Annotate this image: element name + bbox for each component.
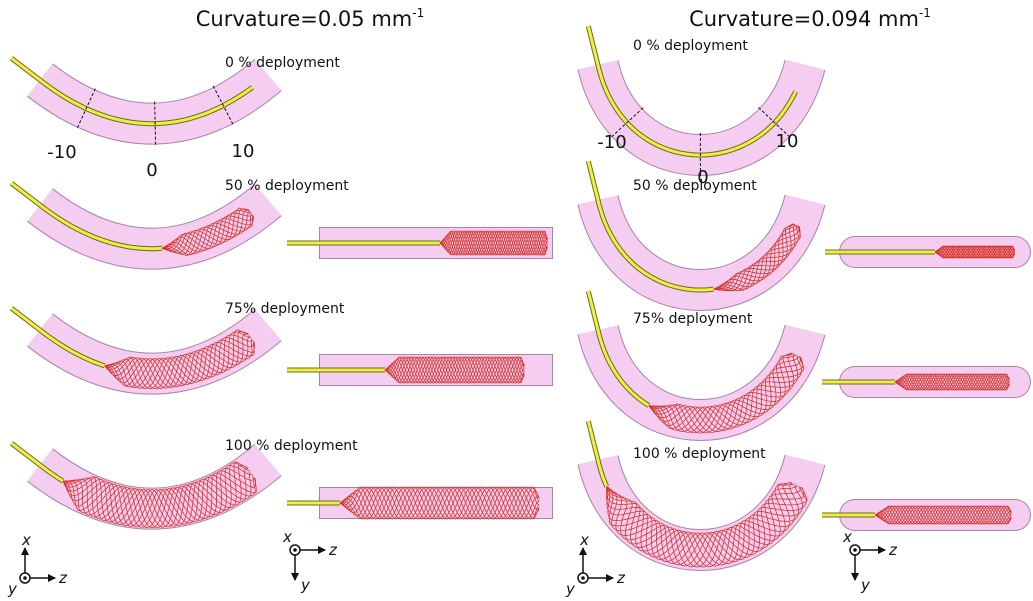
title-superscript: -1	[919, 6, 931, 20]
axis-label: z	[888, 541, 898, 559]
panel-title: Curvature=0.094 mm-1	[689, 6, 931, 31]
axis-label: x	[21, 531, 31, 549]
axis-out-dot	[853, 548, 857, 552]
stage-label: 50 % deployment	[225, 178, 349, 194]
panel-title: Curvature=0.05 mm-1	[196, 6, 424, 31]
axis-label: x	[579, 531, 589, 549]
axis-label: x	[842, 528, 852, 546]
stage-label: 100 % deployment	[225, 438, 358, 454]
axis-label: z	[328, 541, 338, 559]
title-text: Curvature=0.094 mm	[689, 7, 919, 31]
axis-label: y	[300, 576, 311, 594]
stage-label: 75% deployment	[225, 301, 345, 317]
drawings	[11, 26, 1031, 583]
figure: Curvature=0.05 mm-1 Curvature=0.094 mm-1…	[0, 0, 1033, 601]
axis-label: z	[58, 569, 68, 587]
marker-label: 10	[776, 131, 799, 152]
axis-label: y	[860, 576, 871, 594]
axis-label: x	[282, 528, 292, 546]
stage-label: 100 % deployment	[633, 446, 766, 462]
axis-out-dot	[293, 548, 297, 552]
axis-out-dot	[23, 576, 27, 580]
stage-label: 50 % deployment	[633, 178, 757, 194]
axis-label: y	[7, 580, 18, 598]
marker-label: 10	[232, 141, 255, 162]
vessel	[40, 200, 268, 249]
vessel	[598, 65, 805, 155]
axis-label: y	[565, 580, 576, 598]
marker-label: -10	[47, 142, 76, 163]
axis-label: z	[616, 569, 626, 587]
marker-label: -10	[597, 132, 626, 153]
axis-out-dot	[581, 576, 585, 580]
stage-label: 0 % deployment	[633, 38, 748, 54]
stage-label: 75% deployment	[633, 311, 753, 327]
stage-label: 0 % deployment	[225, 55, 340, 71]
vessel	[598, 330, 805, 420]
title-superscript: -1	[412, 6, 424, 20]
marker-label: 0	[146, 160, 157, 181]
title-text: Curvature=0.05 mm	[196, 7, 412, 31]
